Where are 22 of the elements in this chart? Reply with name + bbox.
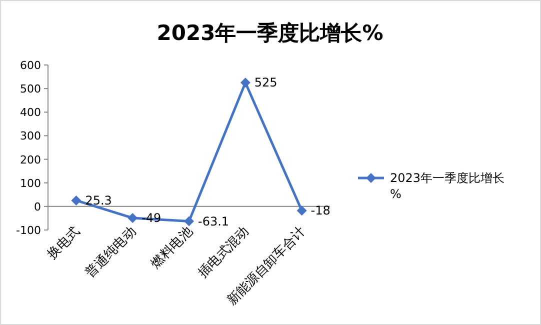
legend-label: 2023年一季度比增长%: [390, 171, 505, 201]
point: [128, 212, 138, 223]
y-tick-label: 100: [20, 176, 41, 190]
point: [240, 78, 250, 88]
y-tick-label: 200: [20, 153, 41, 166]
y-tick-label: 0: [34, 200, 41, 214]
point: [184, 216, 194, 226]
data-label: -63.1: [198, 214, 230, 228]
data-label: 25.3: [85, 193, 112, 208]
point: [71, 195, 82, 206]
chart-title: 2023年一季度比增长%: [156, 21, 384, 45]
y-tick-label: 300: [20, 130, 41, 143]
y-tick-label: -100: [16, 224, 41, 237]
x-tick-label: 换电式: [44, 224, 84, 262]
point: [296, 206, 307, 216]
y-tick-label: 500: [20, 82, 41, 96]
x-tick-label: 燃料电池: [148, 224, 196, 272]
y-tick-label: 600: [20, 59, 41, 72]
y-tick-label: 400: [20, 106, 41, 120]
x-tick-label: 普通纯电动: [82, 224, 140, 281]
data-label: 525: [254, 76, 278, 90]
data-label: -18: [310, 204, 330, 218]
